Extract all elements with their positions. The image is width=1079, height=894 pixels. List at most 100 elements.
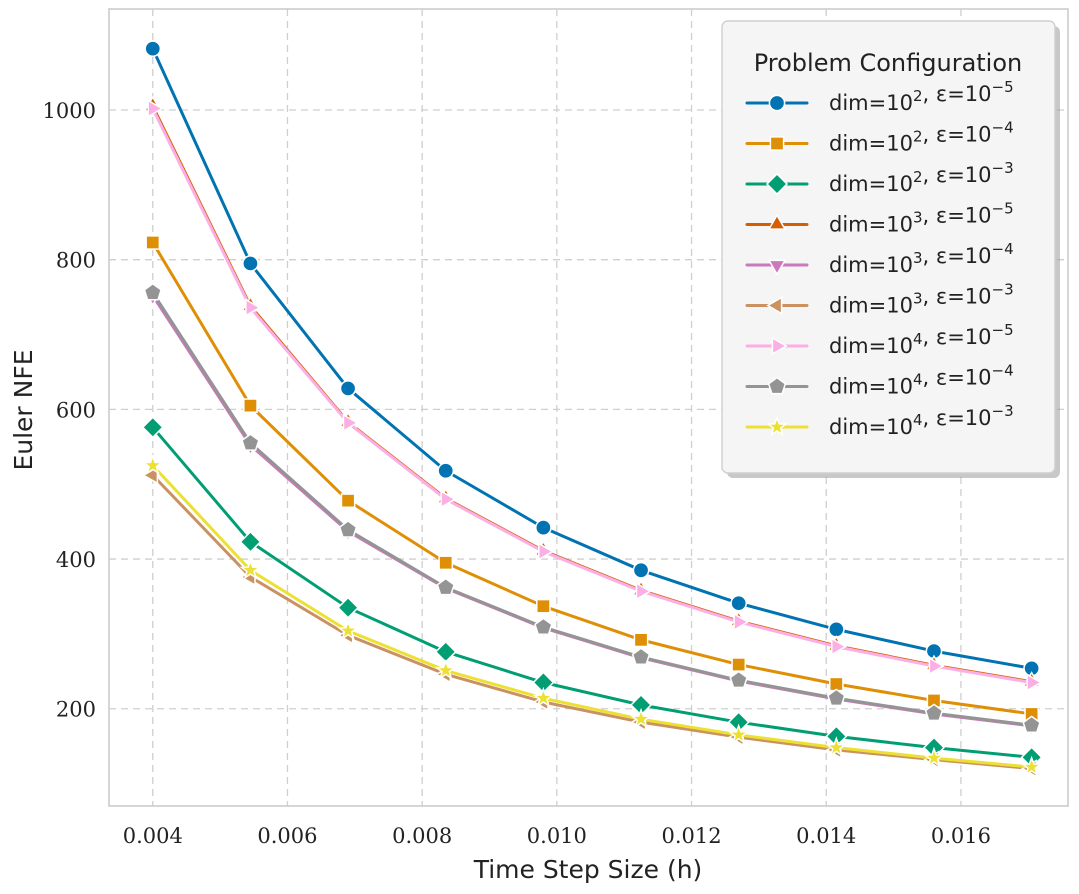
legend-marker bbox=[767, 213, 787, 230]
data-point bbox=[440, 489, 457, 509]
data-point bbox=[730, 594, 748, 612]
series-line bbox=[151, 464, 1034, 769]
data-point bbox=[1026, 673, 1043, 692]
data-point bbox=[340, 493, 356, 509]
y-tick-labels: 200 400 600 800 1000 bbox=[43, 99, 96, 722]
legend: Problem Configuration dim=102, ε=10−5dim… bbox=[721, 20, 1060, 478]
series-line bbox=[151, 291, 1034, 727]
data-point bbox=[727, 723, 750, 745]
legend-marker bbox=[767, 259, 787, 276]
series-line bbox=[151, 47, 1034, 670]
legend-item: dim=102, ε=10−5 bbox=[745, 78, 1014, 115]
legend-marker bbox=[768, 94, 786, 112]
legend-label: dim=103, ε=10−3 bbox=[829, 281, 1014, 318]
data-point bbox=[827, 621, 845, 638]
x-tick-label: 0.016 bbox=[931, 824, 991, 848]
data-point bbox=[532, 686, 555, 708]
legend-marker bbox=[766, 296, 783, 315]
data-point bbox=[147, 99, 164, 118]
data-point bbox=[830, 637, 848, 656]
data-point bbox=[145, 235, 161, 250]
legend-marker bbox=[765, 172, 789, 196]
legend-box bbox=[721, 20, 1056, 474]
legend-item: dim=103, ε=10−5 bbox=[745, 200, 1014, 237]
series-7 bbox=[147, 99, 1043, 692]
x-tick-labels: 0.004 0.006 0.008 0.010 0.012 0.014 0.016 bbox=[123, 824, 991, 848]
data-point bbox=[339, 380, 357, 397]
y-tick-label: 800 bbox=[56, 249, 96, 273]
data-point bbox=[141, 454, 164, 475]
data-point bbox=[337, 619, 359, 641]
legend-item: dim=104, ε=10−3 bbox=[745, 402, 1014, 439]
data-point bbox=[631, 647, 651, 665]
series-layer bbox=[141, 40, 1043, 778]
legend-item: dim=104, ε=10−4 bbox=[745, 362, 1014, 399]
data-point bbox=[630, 707, 652, 729]
legend-item: dim=102, ε=10−3 bbox=[745, 159, 1014, 196]
data-point bbox=[239, 558, 262, 580]
data-point bbox=[337, 596, 360, 619]
data-point bbox=[242, 255, 259, 272]
x-tick-label: 0.014 bbox=[796, 824, 856, 848]
x-axis-title: Time Step Size (h) bbox=[473, 855, 703, 884]
data-point bbox=[434, 659, 457, 680]
data-point bbox=[436, 577, 455, 596]
x-tick-label: 0.012 bbox=[661, 824, 721, 848]
legend-label: dim=102, ε=10−5 bbox=[829, 78, 1014, 115]
data-point bbox=[632, 561, 650, 579]
y-tick-label: 1000 bbox=[43, 99, 96, 123]
x-tick-label: 0.008 bbox=[392, 824, 452, 848]
series-line bbox=[151, 473, 1034, 771]
legend-label: dim=104, ε=10−4 bbox=[829, 362, 1014, 399]
legend-item: dim=104, ε=10−5 bbox=[745, 321, 1014, 358]
series-8 bbox=[143, 282, 1041, 734]
data-point bbox=[243, 398, 258, 413]
x-tick-label: 0.010 bbox=[527, 824, 587, 848]
data-point bbox=[538, 542, 555, 561]
x-tick-label: 0.004 bbox=[123, 824, 183, 848]
data-point bbox=[144, 40, 162, 58]
y-tick-label: 400 bbox=[56, 548, 96, 572]
legend-label: dim=103, ε=10−4 bbox=[829, 240, 1014, 277]
data-point bbox=[1020, 755, 1043, 777]
series-line bbox=[151, 107, 1034, 685]
data-point bbox=[241, 433, 260, 451]
data-point bbox=[827, 688, 846, 707]
data-point bbox=[141, 416, 164, 439]
data-point bbox=[635, 581, 652, 601]
data-point bbox=[437, 462, 455, 480]
legend-label: dim=102, ε=10−3 bbox=[829, 159, 1014, 196]
data-point bbox=[825, 736, 848, 757]
series-2 bbox=[145, 235, 1039, 722]
y-axis-title: Euler NFE bbox=[9, 349, 38, 470]
series-9 bbox=[141, 454, 1043, 777]
data-point bbox=[928, 656, 945, 676]
data-point bbox=[924, 703, 944, 722]
data-point bbox=[143, 282, 163, 301]
series-line bbox=[151, 425, 1034, 759]
data-point bbox=[534, 617, 553, 636]
data-point bbox=[633, 632, 649, 648]
legend-item: dim=103, ε=10−4 bbox=[745, 240, 1014, 277]
y-tick-label: 200 bbox=[56, 698, 96, 722]
legend-label: dim=103, ε=10−5 bbox=[829, 200, 1014, 237]
data-point bbox=[239, 530, 262, 553]
y-tick-label: 600 bbox=[56, 398, 96, 422]
data-point bbox=[729, 670, 748, 689]
legend-item: dim=102, ε=10−4 bbox=[745, 119, 1014, 156]
legend-marker bbox=[766, 415, 788, 437]
data-point bbox=[245, 298, 262, 317]
legend-label: dim=104, ε=10−5 bbox=[829, 321, 1014, 358]
legend-marker bbox=[769, 136, 785, 151]
plot-frame bbox=[108, 8, 1069, 807]
legend-marker bbox=[771, 336, 788, 356]
data-point bbox=[536, 598, 551, 614]
legend-label: dim=104, ε=10−3 bbox=[829, 402, 1014, 439]
data-point bbox=[1022, 715, 1041, 734]
legend-marker bbox=[767, 376, 787, 395]
series-1 bbox=[144, 40, 1040, 677]
data-point bbox=[733, 612, 750, 632]
x-tick-label: 0.006 bbox=[257, 824, 317, 848]
